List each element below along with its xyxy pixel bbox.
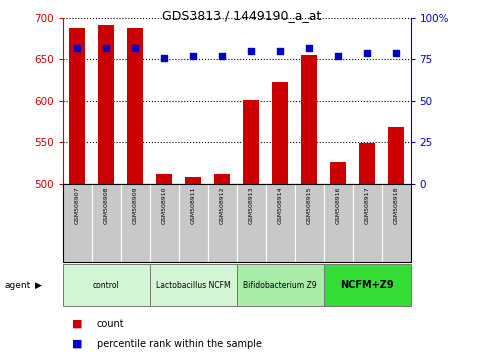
- Bar: [156, 174, 172, 184]
- Bar: [243, 100, 259, 184]
- Bar: [185, 177, 201, 184]
- Point: [392, 50, 400, 56]
- Text: GSM508908: GSM508908: [104, 187, 109, 224]
- Bar: [63, 184, 92, 262]
- Bar: [388, 127, 404, 184]
- Text: GSM508909: GSM508909: [133, 187, 138, 224]
- Bar: [295, 184, 324, 262]
- Bar: [150, 184, 179, 262]
- Bar: [70, 28, 85, 184]
- Point: [276, 48, 284, 54]
- Point: [363, 50, 371, 56]
- Bar: [128, 28, 143, 184]
- Text: GSM508915: GSM508915: [307, 187, 312, 224]
- Point: [102, 45, 110, 51]
- Bar: [353, 184, 382, 262]
- Point: [189, 53, 197, 59]
- Bar: [63, 264, 150, 306]
- Text: GSM508917: GSM508917: [365, 187, 369, 224]
- Text: count: count: [97, 319, 124, 329]
- Bar: [301, 55, 317, 184]
- Text: GSM508916: GSM508916: [336, 187, 341, 224]
- Text: GSM508911: GSM508911: [191, 187, 196, 224]
- Text: Lactobacillus NCFM: Lactobacillus NCFM: [156, 281, 230, 290]
- Text: GSM508910: GSM508910: [162, 187, 167, 224]
- Bar: [330, 162, 346, 184]
- Text: GSM508918: GSM508918: [394, 187, 398, 224]
- Bar: [324, 184, 353, 262]
- Text: percentile rank within the sample: percentile rank within the sample: [97, 339, 262, 349]
- Bar: [382, 184, 411, 262]
- Text: GSM508907: GSM508907: [75, 187, 80, 224]
- Text: Bifidobacterium Z9: Bifidobacterium Z9: [243, 281, 317, 290]
- Bar: [121, 184, 150, 262]
- Text: GSM508912: GSM508912: [220, 187, 225, 224]
- Text: GDS3813 / 1449190_a_at: GDS3813 / 1449190_a_at: [162, 9, 321, 22]
- Point: [305, 45, 313, 51]
- Bar: [272, 82, 288, 184]
- Text: control: control: [93, 281, 120, 290]
- Point: [218, 53, 226, 59]
- Text: GSM508913: GSM508913: [249, 187, 254, 224]
- Text: ■: ■: [72, 339, 83, 349]
- Text: ▶: ▶: [35, 281, 42, 290]
- Point: [131, 45, 139, 51]
- Point: [160, 55, 168, 61]
- Bar: [150, 264, 237, 306]
- Bar: [99, 25, 114, 184]
- Text: agent: agent: [5, 281, 31, 290]
- Bar: [214, 174, 230, 184]
- Bar: [237, 264, 324, 306]
- Point: [73, 45, 81, 51]
- Bar: [266, 184, 295, 262]
- Bar: [208, 184, 237, 262]
- Text: NCFM+Z9: NCFM+Z9: [340, 280, 394, 290]
- Text: GSM508914: GSM508914: [278, 187, 283, 224]
- Point: [334, 53, 342, 59]
- Bar: [237, 184, 266, 262]
- Bar: [92, 184, 121, 262]
- Bar: [179, 184, 208, 262]
- Text: ■: ■: [72, 319, 83, 329]
- Point: [247, 48, 255, 54]
- Bar: [359, 143, 375, 184]
- Bar: [324, 264, 411, 306]
